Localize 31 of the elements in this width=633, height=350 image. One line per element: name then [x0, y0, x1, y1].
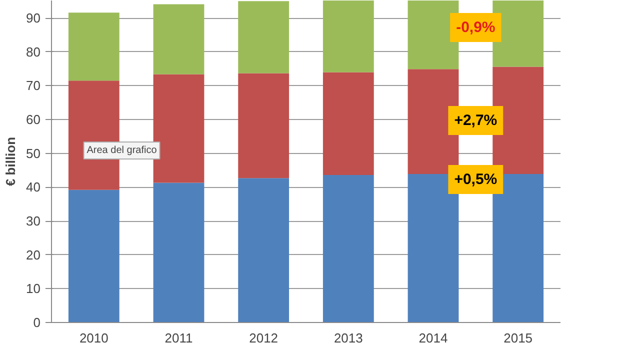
y-tick-label: 50 [26, 146, 41, 161]
x-tick-label: 2011 [164, 330, 193, 346]
bar [322, 72, 374, 176]
x-tick-label: 2014 [418, 330, 448, 346]
x-tick-label: 2012 [249, 330, 278, 346]
x-tick-label: 2015 [504, 330, 533, 346]
y-tick-label: 20 [26, 247, 41, 262]
y-tick-label: 30 [26, 214, 41, 229]
x-tick-label: 2013 [334, 330, 363, 346]
y-tick-label: 80 [26, 44, 41, 60]
bar [322, 0, 374, 72]
y-tick-label: 10 [26, 281, 41, 296]
annotation: +0,5% [454, 171, 498, 188]
annotation: -0,9% [456, 19, 496, 36]
bar [238, 73, 290, 178]
y-tick-label: 90 [26, 10, 41, 26]
x-tick-label: 2010 [79, 330, 108, 346]
y-axis-title: € billion [3, 136, 18, 186]
y-tick-label: 40 [26, 180, 41, 195]
bar [153, 4, 204, 74]
annotation: Area del grafico [86, 145, 158, 156]
annotation: +2,7% [454, 112, 498, 129]
y-tick-label: 0 [33, 315, 41, 330]
bar [322, 175, 374, 322]
bar [238, 178, 290, 322]
bar [153, 182, 204, 322]
bar [238, 1, 290, 74]
y-tick-label: 70 [26, 78, 41, 94]
bar [68, 12, 120, 81]
bar [68, 190, 120, 322]
y-tick-label: 60 [26, 112, 41, 128]
